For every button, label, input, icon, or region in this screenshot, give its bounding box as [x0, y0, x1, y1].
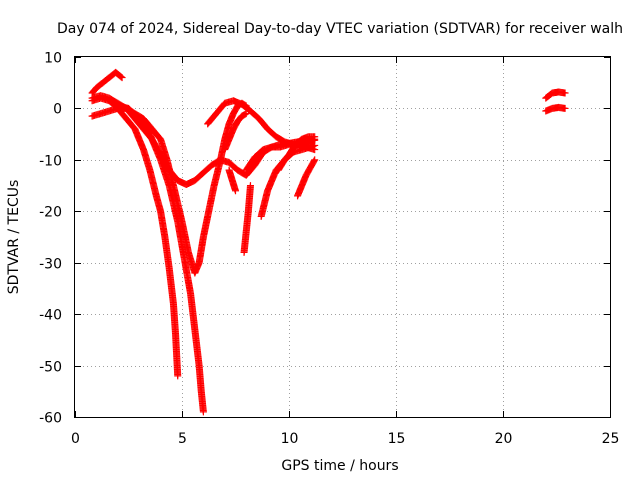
data-point: [311, 156, 319, 164]
x-axis-ticks: 0 5 10 15 20 25: [71, 57, 619, 447]
x-tick-label: 25: [602, 431, 620, 447]
y-axis-ticks: -60 -50 -40 -30 -20 -10 0 10: [39, 51, 610, 427]
data-point: [118, 74, 126, 82]
data-point: [174, 372, 182, 380]
data-point: [242, 110, 250, 118]
data-points: [88, 68, 569, 416]
y-tick-label: 0: [53, 102, 62, 118]
y-tick-label: -50: [39, 360, 62, 376]
y-tick-label: -10: [39, 154, 62, 170]
data-point: [311, 141, 319, 149]
x-tick-label: 10: [281, 431, 299, 447]
x-tick-label: 0: [71, 431, 80, 447]
x-axis-label: GPS time / hours: [281, 458, 398, 474]
x-tick-label: 20: [495, 431, 513, 447]
series-arc-14: [285, 133, 319, 159]
data-point: [117, 73, 125, 81]
data-point: [311, 133, 319, 141]
chart-title: Day 074 of 2024, Sidereal Day-to-day VTE…: [57, 21, 623, 37]
series-arc-5: [114, 102, 207, 416]
plot-frame: [74, 56, 611, 418]
y-axis-label: SDTVAR / TECUs: [6, 180, 22, 295]
y-tick-label: -60: [39, 411, 62, 427]
data-point: [310, 157, 318, 165]
series-arc-8: [225, 166, 239, 195]
data-point: [232, 187, 239, 195]
series-arc-7: [221, 110, 250, 154]
y-tick-label: -20: [39, 205, 62, 221]
data-point: [561, 89, 569, 97]
series-arc-1: [88, 68, 126, 97]
y-tick-label: -40: [39, 308, 62, 324]
x-tick-label: 15: [388, 431, 406, 447]
series-arc-6: [204, 97, 319, 148]
data-point: [241, 110, 249, 118]
data-point: [199, 408, 207, 416]
y-tick-label: 10: [44, 51, 62, 67]
x-tick-label: 5: [178, 431, 187, 447]
series-arc-9: [240, 182, 254, 256]
series-arc-15: [542, 88, 569, 102]
series-arc-13: [294, 156, 319, 200]
series-arc-16: [542, 103, 569, 115]
data-point: [246, 182, 254, 190]
data-point: [561, 104, 569, 112]
y-tick-label: -30: [39, 257, 62, 273]
grid-lines: [75, 57, 610, 417]
series-arc-3: [88, 94, 182, 380]
